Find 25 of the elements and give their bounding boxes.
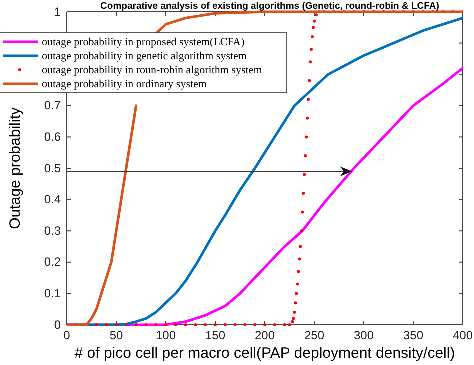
y-tick-label: 0.1: [44, 286, 62, 301]
x-axis-title: # of pico cell per macro cell(PAP deployment density/cell): [74, 345, 456, 362]
x-tick-label: 300: [354, 328, 374, 343]
y-tick-label: 0.7: [44, 98, 62, 113]
y-tick-label: 0.4: [44, 192, 62, 207]
x-tick-label: 100: [156, 328, 176, 343]
x-tick-label: 350: [403, 328, 424, 343]
x-tick-label: 0: [64, 328, 71, 343]
y-tick-label: 0.2: [44, 255, 62, 270]
y-tick-label: 1: [54, 4, 62, 19]
x-tick-label: 150: [205, 328, 226, 343]
x-tick-label: 250: [304, 328, 325, 343]
y-axis-title: Outage probability: [7, 107, 24, 230]
chart-title: Comparative analysis of existing algorithms (Genetic, round-robin & LCFA): [100, 1, 440, 12]
legend-label: outage probability in proposed system(LCFA): [42, 36, 245, 48]
x-tick-label: 200: [254, 328, 276, 343]
x-tick-label: 400: [452, 328, 474, 343]
legend-label: outage probability in genetic algorithm system: [42, 50, 248, 62]
x-tick-label: 50: [110, 328, 124, 343]
y-tick-label: 0.5: [44, 161, 62, 176]
y-tick-label: 0.6: [44, 130, 62, 144]
legend-label: outage probability in ordinary system: [42, 78, 208, 90]
legend-label: outage probability in roun-robin algorithm system: [42, 64, 263, 76]
y-tick-label: 0: [54, 318, 62, 332]
y-tick-label: 0.3: [44, 224, 62, 238]
